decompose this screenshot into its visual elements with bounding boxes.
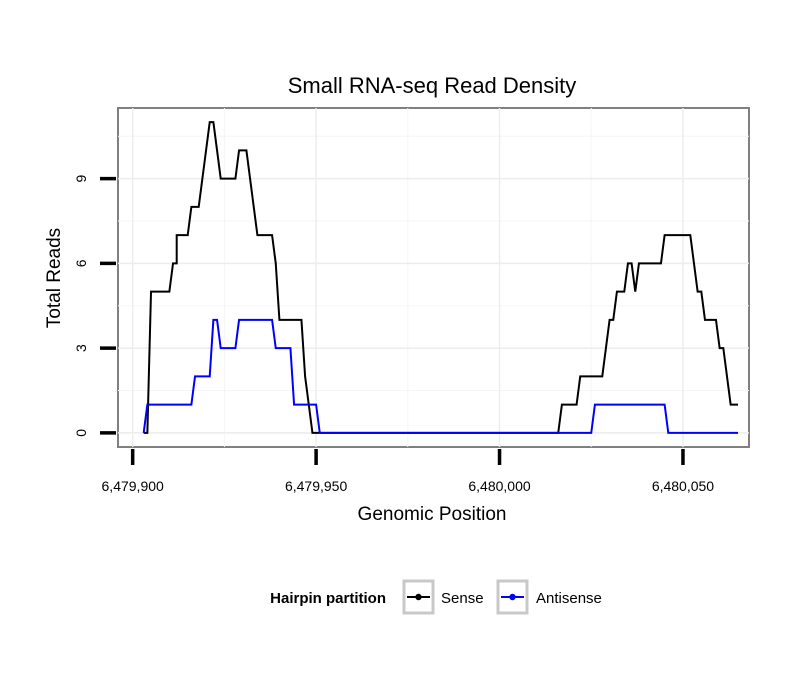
plot-panel <box>117 107 750 448</box>
chart-title: Small RNA-seq Read Density <box>288 73 577 98</box>
y-axis: 0 3 6 9 <box>73 175 116 437</box>
y-axis-title: Total Reads <box>44 228 65 328</box>
legend-item-sense: Sense <box>402 579 484 615</box>
legend-label-sense: Sense <box>441 590 484 607</box>
series-line-sense <box>143 121 738 434</box>
x-tick-label: 6,479,950 <box>285 478 347 494</box>
legend-dot-sense <box>415 593 422 601</box>
legend-dot-antisense <box>509 593 516 601</box>
x-tick-label: 6,479,900 <box>102 478 164 494</box>
x-axis: 6,479,900 6,479,950 6,480,000 6,480,050 <box>102 449 714 494</box>
legend-title: Hairpin partition <box>270 590 386 607</box>
legend: Hairpin partition Sense Antisense <box>270 579 602 615</box>
legend-item-antisense: Antisense <box>496 579 602 615</box>
y-tick-label: 3 <box>73 344 89 352</box>
series-line-antisense <box>142 318 738 434</box>
x-tick-label: 6,480,000 <box>468 478 530 494</box>
x-tick-label: 6,480,050 <box>652 478 714 494</box>
legend-label-antisense: Antisense <box>536 590 602 607</box>
y-tick-label: 6 <box>73 259 89 267</box>
x-axis-title: Genomic Position <box>358 504 507 525</box>
y-tick-label: 9 <box>73 175 89 183</box>
series-layer <box>142 121 738 434</box>
y-tick-label: 0 <box>73 429 89 437</box>
